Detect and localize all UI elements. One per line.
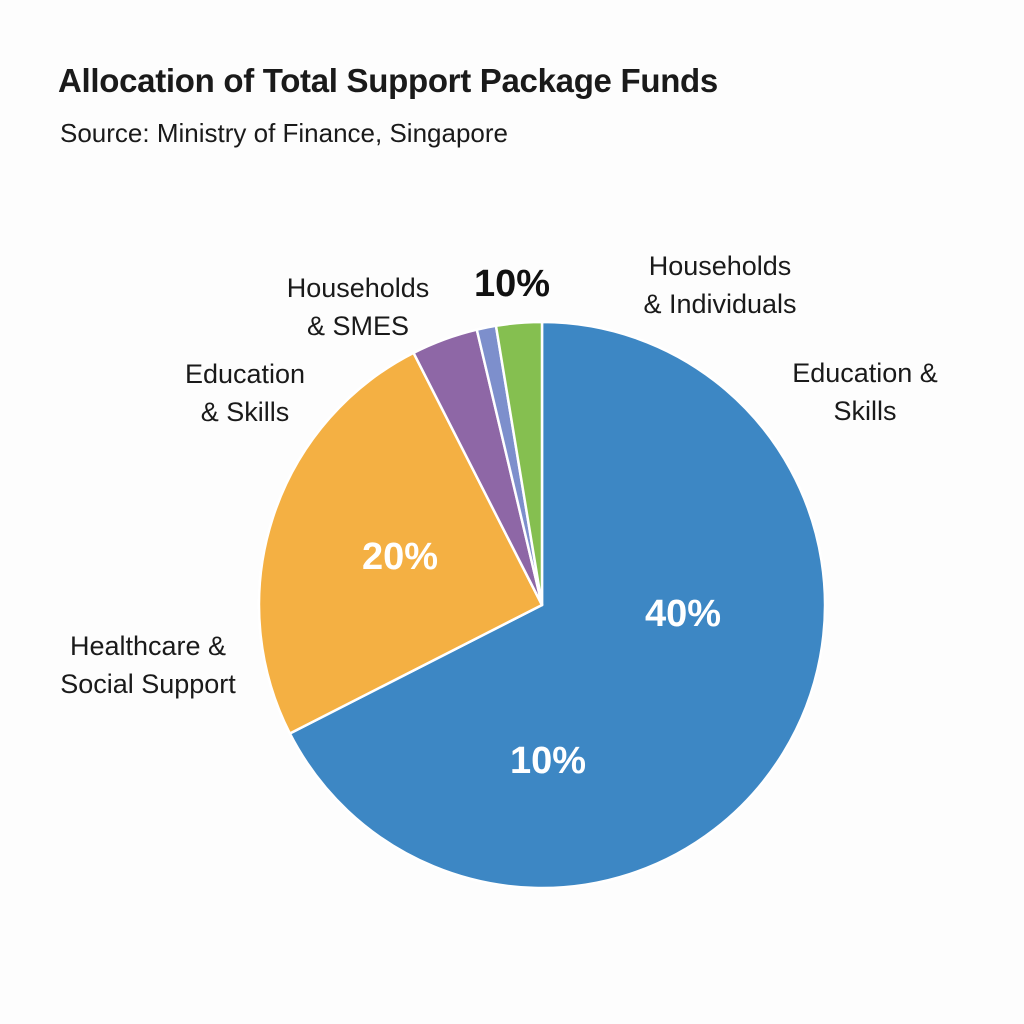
chart-title: Allocation of Total Support Package Fund…: [58, 62, 718, 99]
slice-value-label: 10%: [474, 263, 550, 305]
slice-category-label: Education & Skills: [185, 359, 305, 427]
chart-subtitle: Source: Ministry of Finance, Singapore: [60, 118, 508, 148]
pie-slice: [257, 351, 544, 735]
slice-category-label: Healthcare & Social Support: [60, 631, 236, 699]
pie-slice: [288, 320, 827, 890]
slice-value-label: 20%: [362, 536, 438, 578]
slice-category-label: Households & SMES: [287, 273, 430, 341]
slice-category-label: Households & Individuals: [643, 251, 796, 319]
slice-category-label: Education & Skills: [792, 358, 938, 426]
slice-value-label: 40%: [645, 593, 721, 635]
slice-value-label: 10%: [510, 740, 586, 782]
pie-slice: [494, 320, 544, 607]
